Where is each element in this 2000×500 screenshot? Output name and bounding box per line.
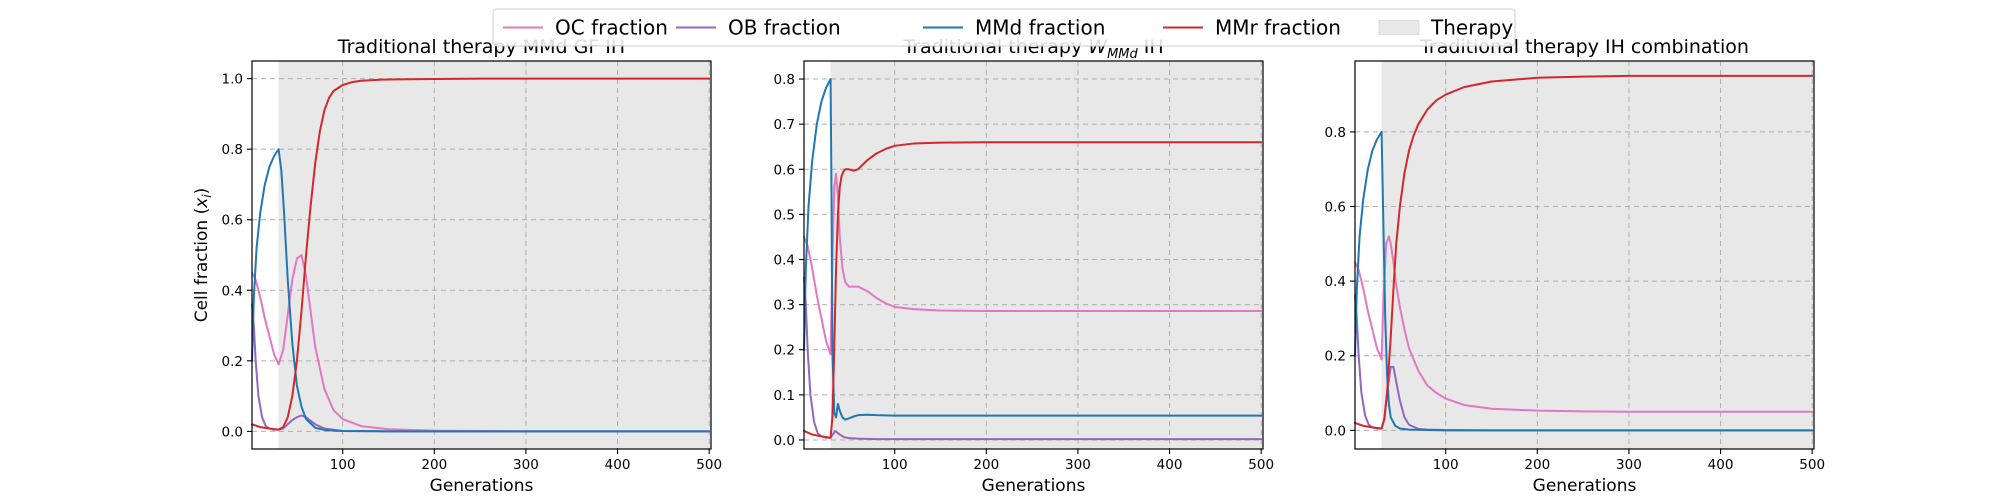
x-tick-label: 300 [513,457,539,473]
x-tick-label: 400 [1157,457,1183,473]
subplot-3: 100 200 300 400 500 0.0 0.2 0.4 0.6 0.8 Generation… [1325,36,1826,496]
series-line-mmr-fraction [251,77,711,431]
series-line-mmd-fraction [1354,130,1814,432]
y-tick-label: 0.4 [774,253,795,269]
y-tick-label: 0.6 [1325,200,1346,216]
plot-frame [251,60,712,450]
legend-label: OB fraction [728,16,841,40]
y-tick-label: 0.7 [774,117,795,133]
legend-label: MMd fraction [975,16,1105,40]
legend-box [492,8,1516,47]
series-line-mmr-fraction [803,141,1263,439]
x-tick-label: 500 [1799,457,1825,473]
series-line-mmr-fraction [1354,74,1814,430]
legend: OC fraction OB fraction MMd fraction MMr fr… [492,8,1516,47]
x-tick-label: 300 [1065,457,1091,473]
y-tick-label: 0.0 [774,433,795,449]
y-tick-label: 0.1 [774,388,795,404]
plot-frame [1354,60,1815,450]
y-tick-label: 0.0 [1325,423,1346,439]
series-line-oc-fraction [1354,235,1814,413]
x-tick-label: 100 [1433,457,1459,473]
x-tick-label: 500 [696,457,722,473]
y-axis-label: Cell fraction (xi) [192,188,214,323]
x-axis-label: Generations [982,476,1086,496]
series-line-mmd-fraction [251,148,711,433]
legend-label: OC fraction [555,16,668,40]
legend-label: Therapy [1430,16,1513,40]
x-tick-label: 200 [973,457,999,473]
y-tick-label: 0.4 [222,283,243,299]
x-axis-label: Generations [1533,476,1637,496]
y-tick-label: 0.6 [774,162,795,178]
y-tick-label: 0.0 [222,424,243,440]
y-tick-label: 0.8 [1325,125,1346,141]
x-tick-label: 500 [1248,457,1274,473]
legend-label: MMr fraction [1215,16,1341,40]
legend-swatch-therapy [1378,20,1420,35]
y-tick-label: 0.2 [1325,349,1346,365]
x-tick-label: 200 [421,457,447,473]
y-tick-label: 0.5 [774,207,795,223]
y-tick-label: 0.2 [222,354,243,370]
x-tick-label: 100 [330,457,356,473]
y-tick-label: 0.4 [1325,274,1346,290]
x-tick-label: 300 [1616,457,1642,473]
therapy-region [1381,61,1814,449]
x-tick-label: 400 [605,457,631,473]
y-tick-label: 0.8 [774,72,795,88]
x-axis-label: Generations [430,476,534,496]
y-tick-label: 0.8 [222,142,243,158]
therapy-region [278,61,711,449]
x-tick-label: 400 [1708,457,1734,473]
series-line-oc-fraction [803,172,1263,356]
x-tick-label: 100 [882,457,908,473]
plot-frame [803,60,1264,450]
subplot-1: 100 200 300 400 500 0.0 0.2 0.4 0.6 0.8 1.0 Generat… [192,36,722,496]
series-line-ob-fraction [803,276,1263,441]
series-line-mmd-fraction [803,78,1263,421]
grid [804,61,1263,449]
therapy-region [830,61,1263,449]
x-tick-label: 200 [1524,457,1550,473]
y-tick-label: 0.3 [774,298,795,314]
y-tick-label: 0.6 [222,213,243,229]
y-tick-label: 1.0 [222,72,243,88]
subplot-2: 100 200 300 400 500 0.0 0.1 0.2 0.3 0.4 0.5 0.6 0.7 0… [774,36,1275,496]
y-tick-label: 0.2 [774,343,795,359]
